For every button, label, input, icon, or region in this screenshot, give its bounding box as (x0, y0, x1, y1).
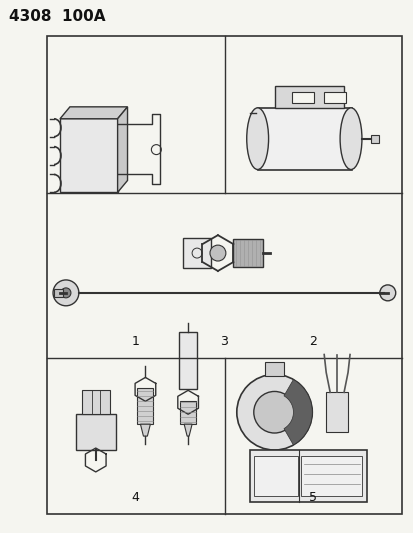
Bar (47, 36, 401, 514)
Text: 5: 5 (309, 491, 316, 504)
Bar (301, 456, 361, 496)
Bar (179, 332, 197, 389)
Bar (76, 414, 115, 450)
Polygon shape (117, 107, 127, 192)
Text: 4308  100A: 4308 100A (9, 10, 106, 25)
Bar (180, 401, 196, 424)
Circle shape (253, 391, 294, 433)
Polygon shape (140, 424, 150, 436)
Bar (323, 92, 345, 103)
Polygon shape (60, 107, 127, 119)
Bar (264, 362, 284, 376)
Bar (274, 86, 343, 108)
Circle shape (61, 288, 71, 298)
Text: 4: 4 (131, 491, 139, 504)
Bar (232, 239, 262, 267)
Text: 2: 2 (309, 335, 316, 348)
Bar (82, 390, 109, 414)
Bar (292, 92, 313, 103)
Bar (249, 450, 366, 502)
Circle shape (379, 285, 395, 301)
Bar (253, 456, 297, 496)
Circle shape (236, 375, 311, 450)
Polygon shape (283, 379, 311, 445)
Text: 3: 3 (219, 335, 227, 348)
Polygon shape (184, 424, 192, 436)
Ellipse shape (246, 108, 268, 169)
Circle shape (209, 245, 225, 261)
Text: 1: 1 (131, 335, 139, 348)
Ellipse shape (339, 108, 361, 169)
Bar (257, 108, 351, 169)
Circle shape (53, 280, 78, 306)
Bar (370, 135, 378, 143)
Bar (60, 118, 117, 192)
Bar (137, 389, 153, 424)
Bar (325, 392, 347, 432)
Bar (54, 289, 63, 297)
Bar (183, 238, 211, 268)
